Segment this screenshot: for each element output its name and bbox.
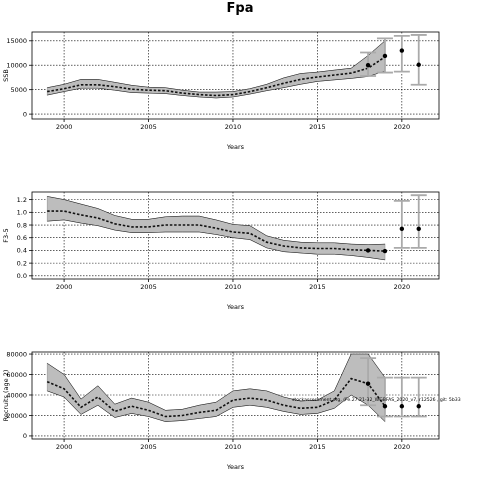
source-annotation: stockassessment.org, (Fe.27.21-32_WGBFAS… (292, 397, 461, 403)
ssb-panel: 2000 2005 2010 2015 2020 0 5000 10000 15000 Years… (2, 31, 440, 151)
figure-title: Fpa (227, 1, 254, 16)
y-tick-label: 0.2 (17, 259, 27, 267)
lower-bound-line (47, 219, 386, 261)
data-point (365, 381, 371, 386)
x-tick-label: 2020 (394, 443, 411, 451)
x-tick-label: 2005 (140, 123, 157, 131)
plot-frame (31, 351, 440, 440)
f-panel: 2000 2005 2010 2015 2020 0.0 0.2 0.4 0.6 0.8 1.0 1.… (2, 191, 440, 311)
upper-bound-line (47, 196, 386, 245)
data-point (382, 404, 388, 409)
data-point (365, 248, 371, 253)
y-tick-label: 0.0 (17, 272, 27, 280)
x-tick-label: 2005 (140, 283, 157, 291)
y-tick-label: 10000 (6, 62, 27, 70)
data-point (416, 404, 421, 409)
x-tick-label: 2010 (225, 443, 242, 451)
data-point (416, 226, 421, 232)
plot-frame (31, 191, 440, 280)
upper-bound-line (47, 40, 386, 93)
y-axis-label: F3-5 (2, 228, 10, 242)
estimate-line (46, 377, 386, 418)
estimate-line (47, 56, 386, 97)
data-point (382, 248, 388, 254)
recruits-panel: 2000 2005 2010 2015 2020 0 20000 40000 60000 8000… (2, 350, 440, 471)
y-tick-label: 80000 (6, 350, 27, 358)
x-tick-label: 2000 (56, 283, 73, 291)
y-tick-label: 0 (23, 110, 27, 118)
y-tick-label: 40000 (6, 391, 27, 399)
x-tick-label: 2015 (309, 283, 326, 291)
x-tick-label: 2005 (140, 443, 157, 451)
data-point (416, 62, 421, 67)
x-tick-label: 2000 (56, 123, 73, 131)
x-tick-label: 2020 (394, 283, 411, 291)
plot-frame (31, 31, 440, 120)
x-tick-label: 2010 (225, 283, 242, 291)
x-tick-label: 2010 (225, 123, 242, 131)
y-axis-label: Recruits (age 2) (2, 370, 10, 422)
x-axis-label: Years (226, 463, 245, 471)
y-tick-label: 0.8 (17, 221, 27, 229)
y-tick-label: 0.4 (17, 247, 27, 255)
y-tick-label: 0 (23, 432, 27, 440)
x-tick-label: 2000 (56, 443, 73, 451)
x-axis-label: Years (226, 143, 245, 151)
y-tick-label: 60000 (6, 371, 27, 379)
upper-bound-line (47, 353, 386, 411)
data-point (399, 48, 405, 53)
y-axis-label: SSB (2, 69, 10, 82)
x-tick-label: 2015 (309, 443, 326, 451)
x-axis-label: Years (226, 303, 245, 311)
data-point (399, 226, 405, 232)
estimate-line (47, 210, 386, 252)
y-tick-label: 1.2 (17, 196, 27, 204)
lower-bound-line (47, 70, 386, 99)
y-tick-label: 20000 (6, 412, 27, 420)
data-point (399, 404, 405, 409)
data-point (365, 63, 371, 68)
y-tick-label: 0.6 (17, 234, 27, 242)
lower-bound-line (47, 390, 386, 422)
confidence-band (46, 353, 386, 423)
x-tick-label: 2015 (309, 123, 326, 131)
x-tick-label: 2020 (394, 123, 411, 131)
y-tick-label: 15000 (6, 37, 27, 45)
y-tick-label: 5000 (10, 86, 27, 94)
y-tick-label: 1.0 (17, 209, 27, 217)
data-point (382, 53, 388, 59)
